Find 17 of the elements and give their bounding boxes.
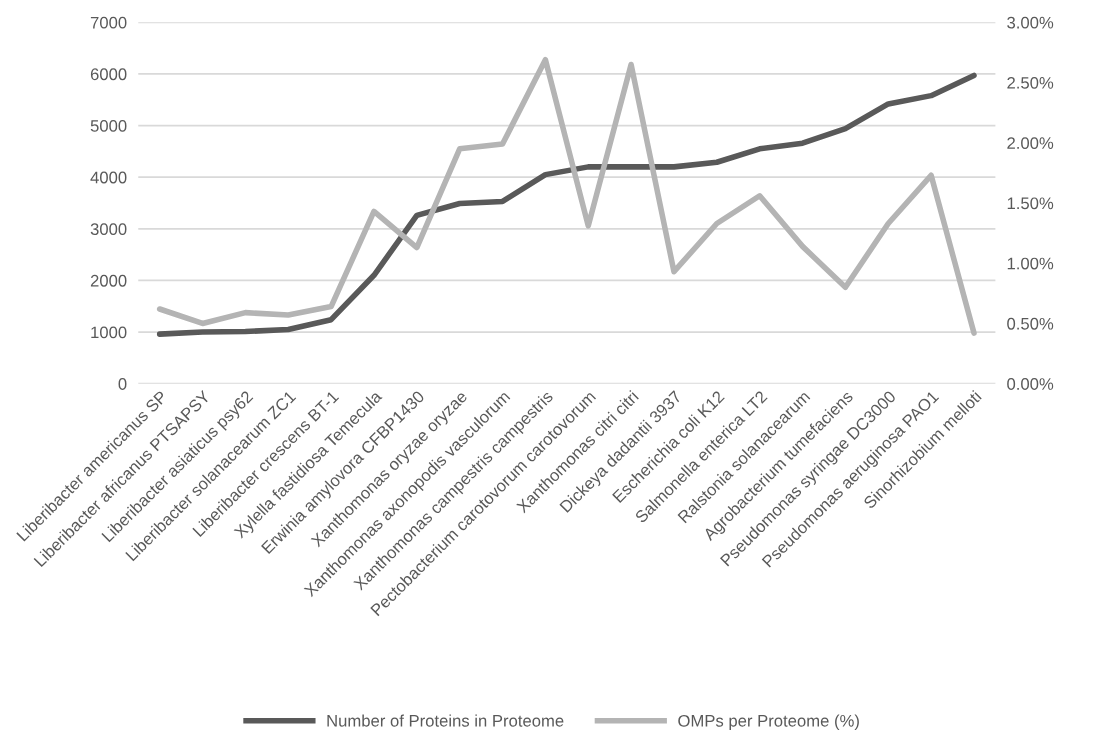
legend-label: Number of Proteins in Proteome [327, 714, 564, 727]
y2-tick-label: 2.50% [1007, 76, 1054, 89]
y-tick-label: 5000 [90, 119, 127, 132]
y2-tick-label: 3.00% [1007, 16, 1054, 29]
y2-tick-label: 0.50% [1007, 317, 1054, 330]
y-tick-label: 6000 [90, 68, 127, 81]
y-tick-label: 0 [118, 378, 127, 390]
y2-tick-label: 2.00% [1007, 137, 1054, 149]
y-tick-label: 2000 [90, 274, 127, 287]
y2-tick-label: 0.00% [1007, 378, 1054, 390]
y-tick-label: 1000 [91, 326, 127, 339]
y-tick-label: 3000 [90, 223, 127, 236]
y2-tick-label: 1.50% [1007, 197, 1054, 210]
y-tick-label: 4000 [90, 171, 127, 184]
y-tick-label: 7000 [90, 16, 127, 29]
legend-label: OMPs per Proteome (%) [678, 714, 859, 730]
y2-tick-label: 1.00% [1007, 257, 1054, 270]
